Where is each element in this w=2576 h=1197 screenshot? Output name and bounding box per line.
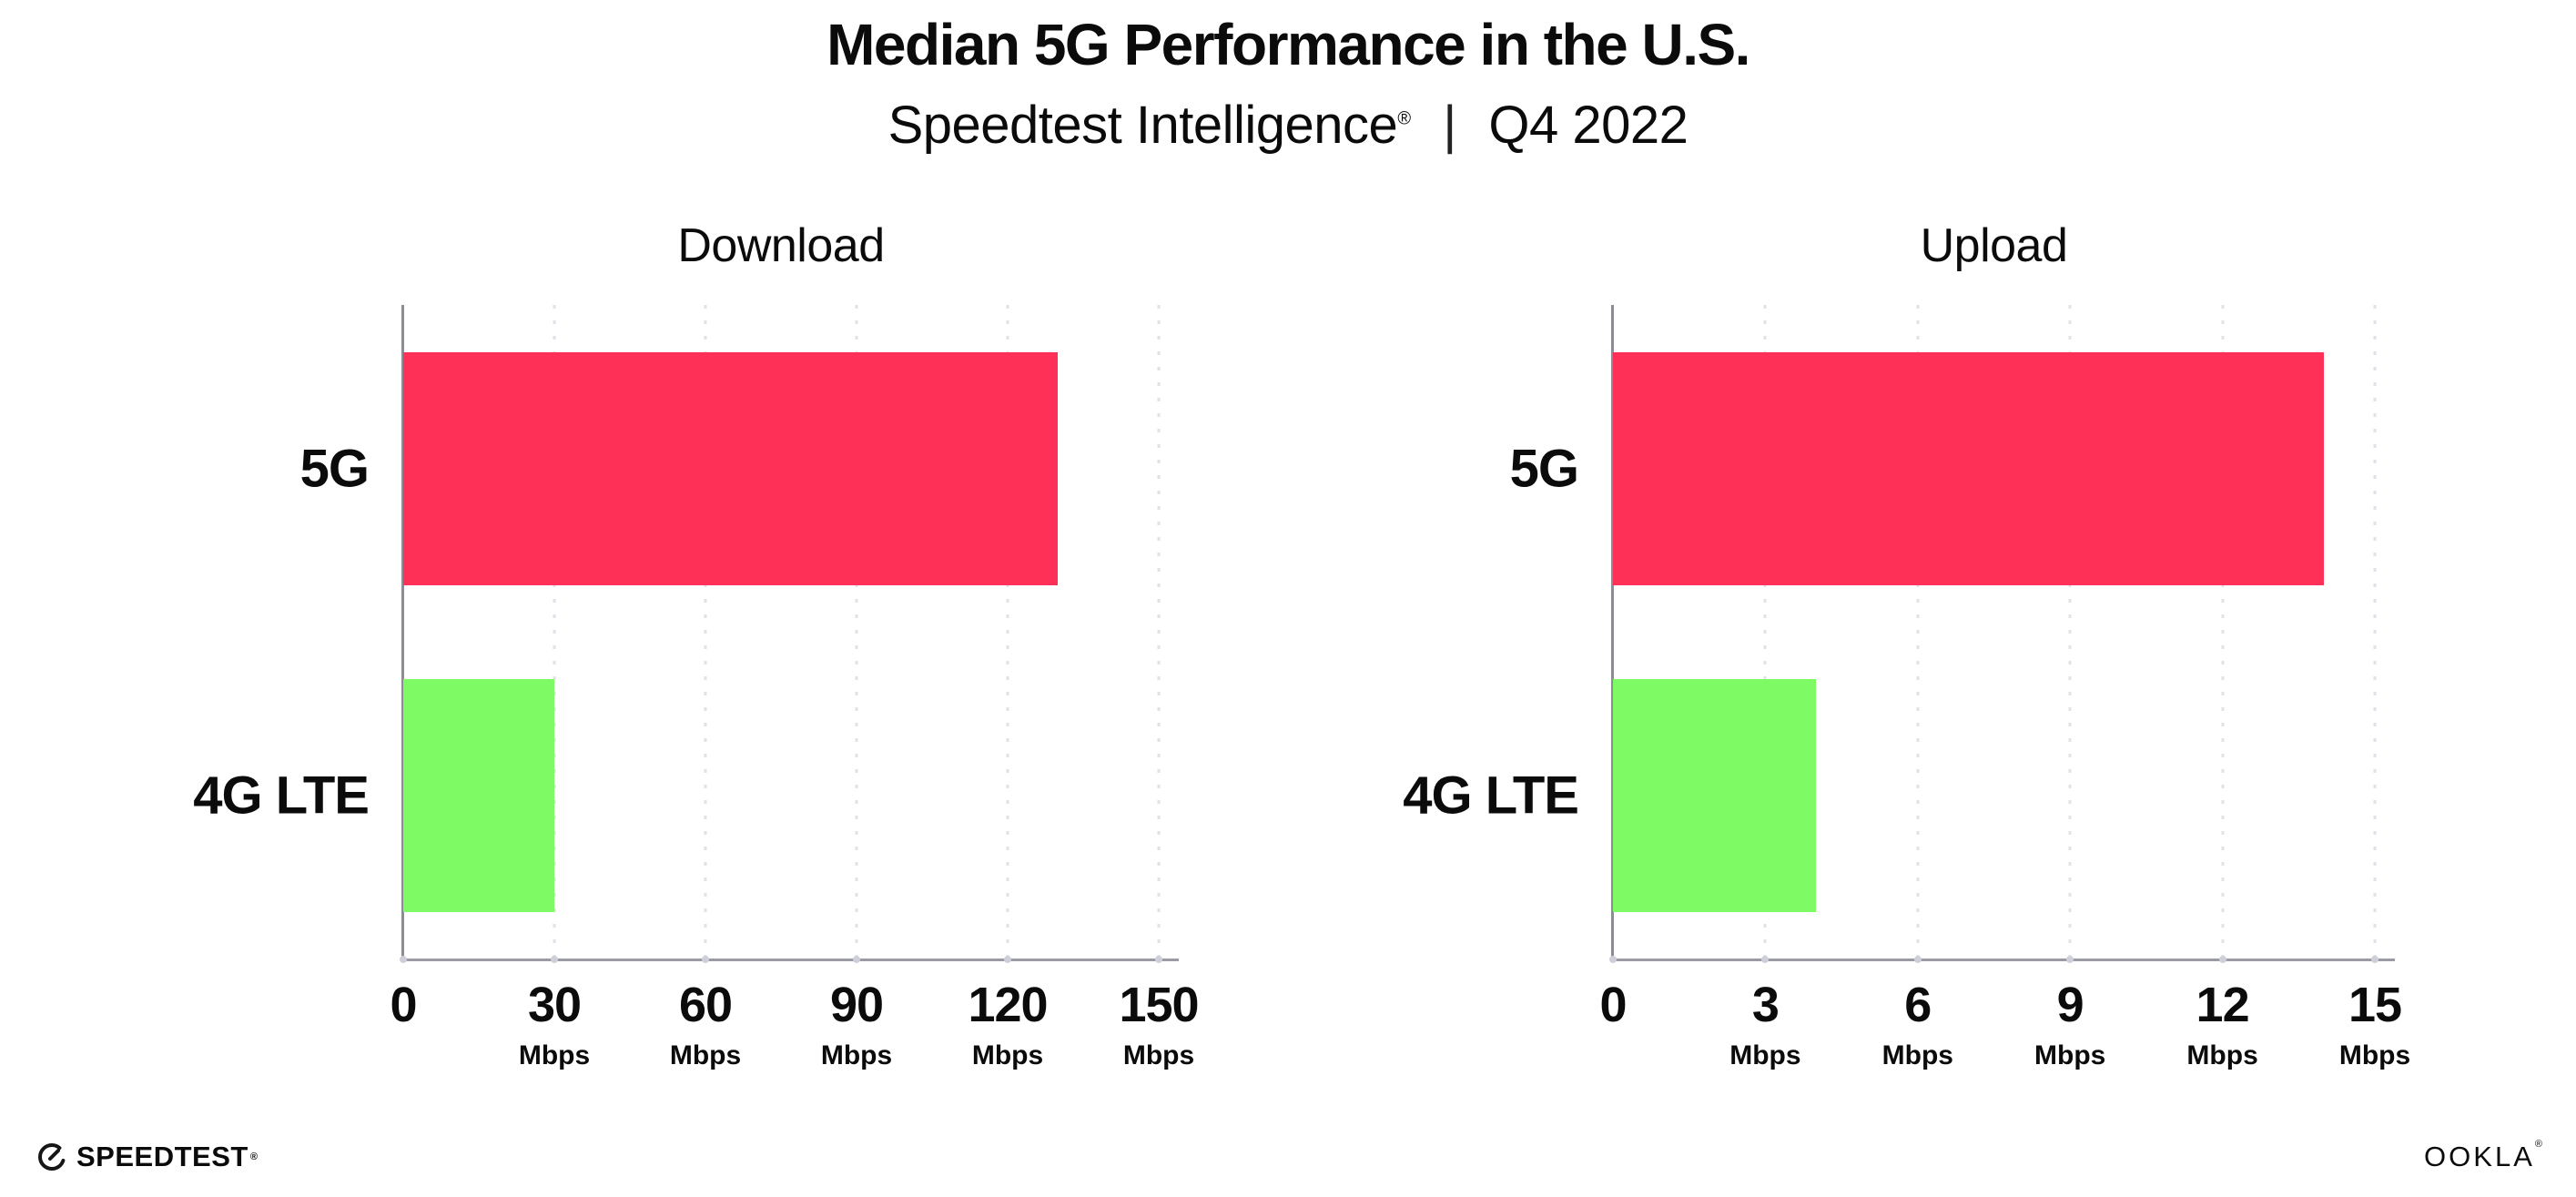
- x-tick-label-12: 12: [2196, 978, 2250, 1032]
- x-tick-label-9: 9: [2056, 978, 2084, 1032]
- y-axis-line: [401, 305, 404, 959]
- axis-tick-mark: [1004, 956, 1011, 963]
- axis-tick-mark: [2066, 956, 2074, 963]
- speedtest-logo: SPEEDTEST ®: [36, 1141, 258, 1173]
- x-tick-label-150: 150: [1119, 978, 1199, 1032]
- download-plot-area: 0 30 Mbps 60 Mbps 90 Mbps 120 Mbps 150 Mbps 5G 4G LT…: [193, 305, 1200, 1070]
- x-tick-label-120: 120: [968, 978, 1048, 1032]
- axis-tick-mark: [2218, 956, 2226, 963]
- category-label-5g: 5G: [1509, 439, 1579, 499]
- axis-tick-mark: [702, 956, 709, 963]
- x-tick-label-60: 60: [678, 978, 733, 1032]
- x-tick-label-0: 0: [1599, 978, 1627, 1032]
- page-subtitle: Speedtest Intelligence® | Q4 2022: [0, 95, 2576, 156]
- x-tick-label-0: 0: [390, 978, 417, 1032]
- x-tick-unit-label: Mbps: [2338, 1040, 2411, 1070]
- axis-tick-mark: [551, 956, 558, 963]
- gridline-120: [1006, 305, 1009, 959]
- category-label-4g-lte: 4G LTE: [193, 766, 370, 826]
- registered-mark-icon: ®: [1397, 108, 1411, 129]
- x-axis-line: [1611, 959, 2395, 961]
- x-tick-label-90: 90: [829, 978, 884, 1032]
- x-tick-unit-label: Mbps: [971, 1040, 1044, 1070]
- gridline-3: [1763, 305, 1767, 959]
- axis-tick-mark: [1609, 956, 1617, 963]
- axis-tick-mark: [2371, 956, 2378, 963]
- x-tick-label-6: 6: [1904, 978, 1932, 1032]
- x-tick-unit-label: Mbps: [1122, 1040, 1195, 1070]
- x-tick-unit-label: Mbps: [2034, 1040, 2106, 1070]
- gridline-150: [1157, 305, 1161, 959]
- bar-5g: [403, 352, 1059, 585]
- ookla-wordmark: OOKLA: [2424, 1141, 2535, 1172]
- gridline-12: [2221, 305, 2225, 959]
- speedtest-wordmark: SPEEDTEST: [76, 1141, 248, 1172]
- ookla-logo: OOKLA ®: [2424, 1139, 2545, 1173]
- x-tick-unit-label: Mbps: [820, 1040, 893, 1070]
- x-tick-unit-label: Mbps: [2186, 1040, 2258, 1070]
- category-label-4g-lte: 4G LTE: [1403, 766, 1579, 826]
- page-title: Median 5G Performance in the U.S.: [827, 12, 1750, 77]
- download-chart-title: Download: [677, 219, 885, 272]
- y-axis-line: [1611, 305, 1614, 959]
- x-tick-unit-label: Mbps: [1881, 1040, 1953, 1070]
- axis-tick-mark: [1155, 956, 1162, 963]
- x-tick-label-15: 15: [2348, 978, 2402, 1032]
- x-tick-unit-label: Mbps: [1729, 1040, 1801, 1070]
- bar-4g-lte: [403, 679, 554, 912]
- x-tick-label-30: 30: [527, 978, 582, 1032]
- x-axis-line: [401, 959, 1179, 961]
- upload-chart-title: Upload: [1920, 219, 2068, 272]
- ookla-hatched-k: K: [2473, 1141, 2495, 1172]
- category-label-5g: 5G: [299, 439, 370, 499]
- gridline-6: [1916, 305, 1920, 959]
- subtitle-divider: |: [1443, 96, 1456, 155]
- bar-5g: [1613, 352, 2325, 585]
- axis-tick-mark: [1761, 956, 1770, 963]
- subtitle-period: Q4 2022: [1488, 96, 1689, 155]
- upload-chart: Upload 0 3 Mbps 6 Mbps 9 Mbps 12 Mbps 15 Mbps 5G 4G …: [1403, 217, 2410, 1070]
- x-tick-unit-label: Mbps: [669, 1040, 742, 1070]
- x-tick-label-3: 3: [1751, 978, 1780, 1032]
- axis-tick-mark: [400, 956, 407, 963]
- gridline-60: [704, 305, 707, 959]
- gridline-15: [2373, 305, 2377, 959]
- subtitle-brand: Speedtest Intelligence: [887, 96, 1398, 155]
- axis-tick-mark: [1913, 956, 1922, 963]
- gridline-90: [855, 305, 858, 959]
- axis-tick-mark: [853, 956, 860, 963]
- gridline-30: [553, 305, 556, 959]
- gridline-9: [2068, 305, 2072, 959]
- x-tick-unit-label: Mbps: [518, 1040, 591, 1070]
- speedtest-gauge-icon: [38, 1143, 66, 1171]
- upload-plot-area: 0 3 Mbps 6 Mbps 9 Mbps 12 Mbps 15 Mbps 5G 4G LTE: [1403, 305, 2410, 1070]
- bar-4g-lte: [1613, 679, 1817, 912]
- download-chart: Download 0 30 Mbps 60 Mbps 90 Mbps 120 Mbps 150 Mb…: [193, 217, 1200, 1070]
